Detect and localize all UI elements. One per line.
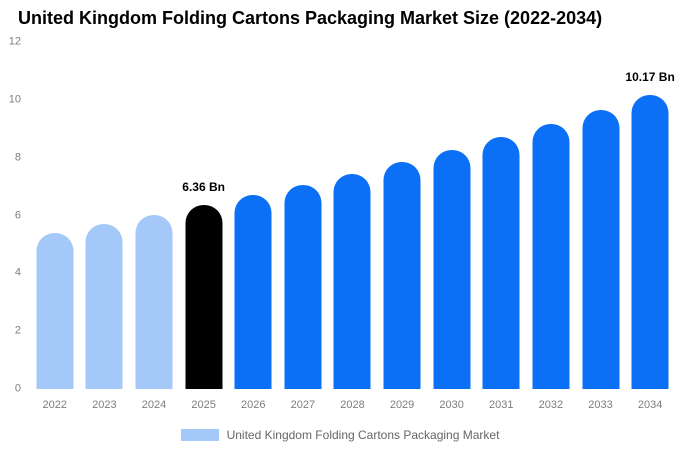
x-axis-label: 2023: [92, 399, 117, 411]
bar-2031[interactable]: [482, 137, 520, 389]
bar-slot: 2026: [228, 42, 278, 411]
bar-2032[interactable]: [532, 123, 570, 389]
legend-item[interactable]: United Kingdom Folding Cartons Packaging…: [0, 428, 680, 442]
bar-2028[interactable]: [333, 173, 371, 389]
y-axis-tick-label: 2: [14, 324, 21, 337]
bar-slot: 2029: [377, 42, 427, 411]
y-axis: 0 2 4 6 8 10 12: [0, 36, 26, 394]
bar-value-label: 6.36 Bn: [182, 180, 225, 195]
bars-container: 2022 2023 2024 6.36 Bn 2025 2026 2027 2028 2029 2…: [30, 42, 675, 411]
y-axis-tick-label: 4: [14, 266, 21, 279]
legend-swatch-icon: [180, 429, 219, 441]
y-axis-tick-label: 0: [14, 382, 21, 395]
bar-2025[interactable]: [185, 205, 223, 389]
bar-2022[interactable]: [36, 232, 74, 389]
bar-slot: 2024: [129, 42, 179, 411]
bar-slot: 10.17 Bn 2034: [625, 42, 675, 411]
x-axis-label: 2034: [637, 399, 663, 411]
bar-slot: 2022: [30, 42, 80, 411]
bar-2027[interactable]: [284, 184, 322, 389]
bar-2024[interactable]: [135, 215, 173, 389]
x-axis-label: 2032: [538, 399, 564, 411]
bar-slot: 2033: [576, 42, 626, 411]
x-axis-label: 2024: [141, 399, 167, 411]
x-axis-label: 2027: [290, 399, 316, 411]
bar-slot: 2032: [526, 42, 576, 411]
bar-slot: 2030: [427, 42, 477, 411]
bar-2033[interactable]: [582, 109, 619, 389]
x-axis-label: 2030: [439, 399, 464, 411]
bar-slot: 2027: [278, 42, 328, 411]
y-axis-tick-label: 6: [14, 209, 21, 221]
plot-area: 2022 2023 2024 6.36 Bn 2025 2026 2027 2028 2029 2…: [30, 42, 675, 411]
bar-2023[interactable]: [85, 224, 123, 389]
x-axis-label: 2028: [340, 399, 365, 411]
bar-slot: 2031: [476, 42, 526, 411]
legend-label: United Kingdom Folding Cartons Packaging…: [226, 428, 500, 442]
bar-value-label: 10.17 Bn: [625, 69, 675, 84]
x-axis-label: 2026: [240, 399, 266, 411]
chart-title: United Kingdom Folding Cartons Packaging…: [18, 8, 603, 28]
x-axis-label: 2029: [389, 399, 415, 411]
y-axis-tick-label: 8: [14, 151, 21, 164]
bar-2029[interactable]: [383, 162, 421, 389]
x-axis-label: 2031: [489, 399, 514, 411]
bar-2034[interactable]: [631, 94, 669, 389]
x-axis-label: 2025: [191, 399, 216, 411]
y-axis-tick-label: 12: [8, 35, 21, 48]
x-axis-label: 2022: [42, 399, 68, 411]
bar-slot: 2028: [328, 42, 378, 411]
bar-2030[interactable]: [433, 150, 471, 389]
x-axis-label: 2033: [588, 399, 613, 411]
bar-2026[interactable]: [234, 195, 272, 389]
bar-slot: 2023: [80, 42, 130, 411]
y-axis-tick-label: 10: [8, 93, 21, 106]
bar-slot: 6.36 Bn 2025: [179, 42, 229, 411]
